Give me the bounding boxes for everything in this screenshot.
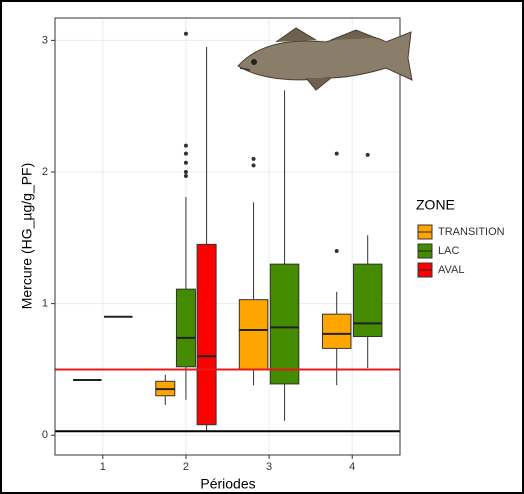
y-tick-label: 2 — [42, 166, 48, 178]
box — [269, 263, 300, 385]
fish-illustration — [237, 27, 413, 91]
outlier — [365, 152, 370, 157]
y-axis-title: Mercure (HG_µg/g_PF) — [19, 163, 35, 310]
y-tick-label: 0 — [42, 429, 48, 441]
outlier — [334, 248, 339, 253]
x-tick-label: 3 — [266, 461, 272, 473]
x-axis-title: Périodes — [200, 476, 255, 492]
legend-label: LAC — [438, 245, 459, 257]
legend-title: ZONE — [416, 197, 455, 213]
box — [196, 243, 217, 426]
outlier — [183, 143, 188, 148]
legend-label: TRANSITION — [438, 226, 505, 238]
outlier — [251, 163, 256, 168]
box — [175, 288, 196, 368]
panel — [55, 18, 400, 455]
x-tick-label: 1 — [100, 461, 106, 473]
y-tick-label: 3 — [42, 34, 48, 46]
outlier — [251, 156, 256, 161]
panel-border — [54, 17, 401, 456]
box — [238, 299, 269, 370]
outlier — [183, 173, 188, 178]
x-tick-label: 4 — [349, 461, 355, 473]
box — [352, 263, 383, 338]
x-tick-label: 2 — [183, 461, 189, 473]
outlier — [183, 170, 188, 175]
legend-label: AVAL — [438, 264, 465, 276]
outlier — [183, 31, 188, 36]
outlier — [334, 151, 339, 156]
outlier — [183, 160, 188, 165]
outlier — [183, 151, 188, 156]
y-tick-label: 1 — [42, 298, 48, 310]
box — [321, 313, 352, 349]
